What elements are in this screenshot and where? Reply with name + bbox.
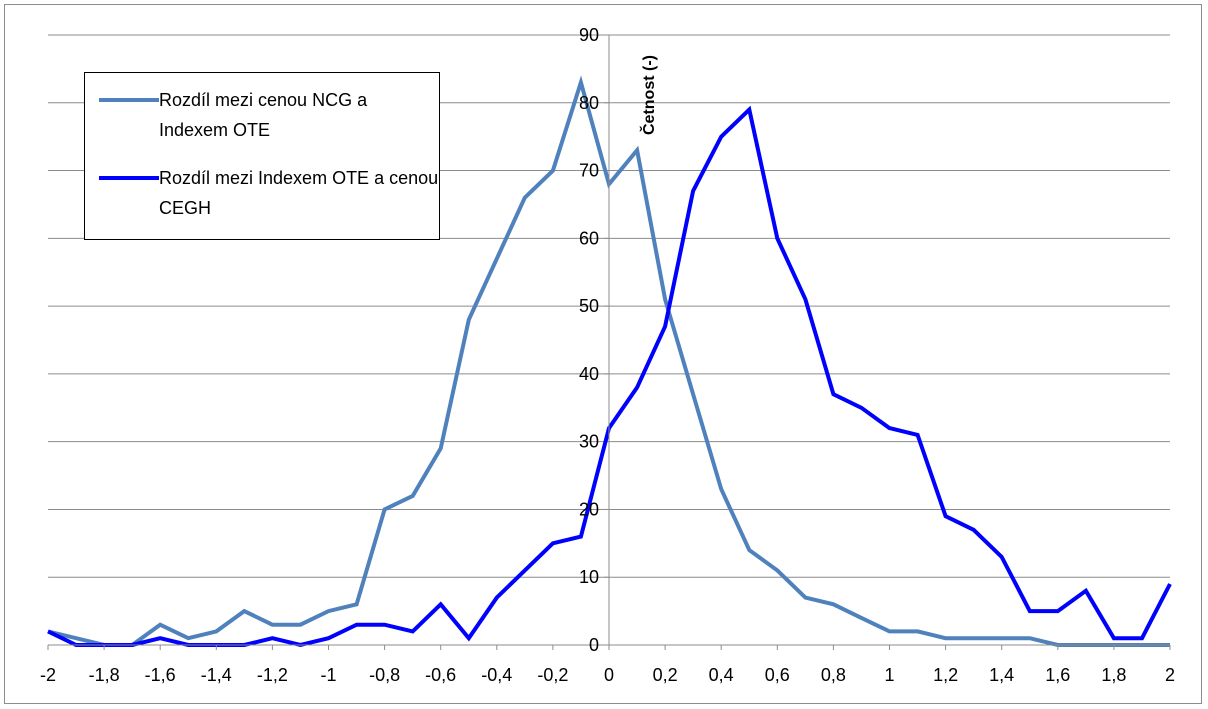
x-tick-label: 2	[1165, 665, 1175, 685]
y-tick-label: 90	[579, 25, 599, 45]
axes	[47, 35, 1171, 650]
x-tick-label: -0,8	[369, 665, 400, 685]
x-tick-label: -1,4	[201, 665, 232, 685]
x-tick-labels: -2 -1,8 -1,6 -1,4 -1,2 -1 -0,8 -0,6 -0,4 -0,2 0 0,2…	[40, 665, 1175, 685]
y-tick-label: 80	[579, 93, 599, 113]
legend-label-cegh: Rozdíl mezi Indexem OTE a cenou CEGH	[159, 168, 439, 218]
x-tick-label: -1	[320, 665, 336, 685]
legend-swatch-ncg	[99, 98, 159, 102]
x-tick-label: -0,6	[425, 665, 456, 685]
legend: Rozdíl mezi cenou NCG a Indexem OTE Rozd…	[84, 72, 440, 240]
x-tick-label: -0,2	[537, 665, 568, 685]
y-tick-label: 70	[579, 161, 599, 181]
x-tick-label: 0,4	[709, 665, 734, 685]
legend-swatch-cegh	[99, 176, 159, 180]
y-tick-label: 30	[579, 432, 599, 452]
x-tick-label: 0,6	[765, 665, 790, 685]
x-tick-label: 1	[884, 665, 894, 685]
y-tick-labels: 0 10 20 30 40 50 60 70 80 90	[579, 25, 599, 655]
y-tick-label: 60	[579, 228, 599, 248]
x-tick-label: -1,8	[89, 665, 120, 685]
x-tick-label: 1,6	[1045, 665, 1070, 685]
x-tick-label: -1,6	[145, 665, 176, 685]
x-tick-label: -0,4	[481, 665, 512, 685]
y-tick-label: 50	[579, 296, 599, 316]
y-tick-label: 20	[579, 499, 599, 519]
x-tick-label: 1,4	[989, 665, 1014, 685]
x-tick-label: 0,2	[653, 665, 678, 685]
x-tick-label: 0,8	[821, 665, 846, 685]
x-tick-label: -2	[40, 665, 56, 685]
x-tick-label: 0	[604, 665, 614, 685]
y-tick-label: 10	[579, 567, 599, 587]
y-tick-label: 0	[589, 635, 599, 655]
y-axis-label: Četnost (-)	[639, 55, 658, 135]
legend-label-ncg: Rozdíl mezi cenou NCG a Indexem OTE	[159, 90, 368, 140]
x-tick-label: 1,8	[1101, 665, 1126, 685]
x-tick-label: 1,2	[933, 665, 958, 685]
y-tick-label: 40	[579, 364, 599, 384]
x-tick-label: -1,2	[257, 665, 288, 685]
